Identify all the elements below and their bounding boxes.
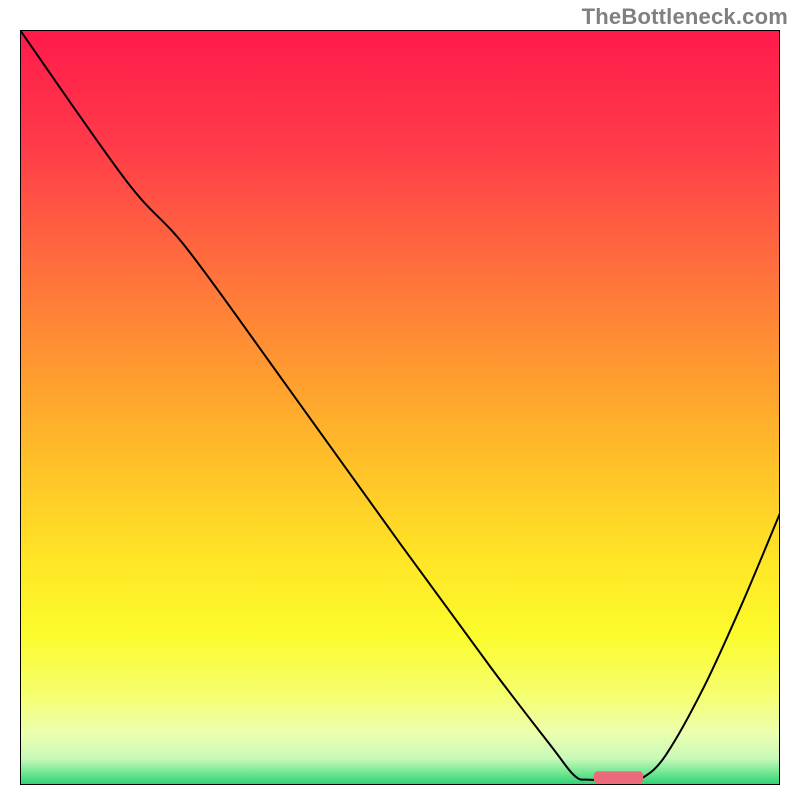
chart-svg bbox=[20, 30, 780, 785]
watermark-text: TheBottleneck.com bbox=[582, 4, 788, 30]
chart-area bbox=[20, 30, 780, 785]
optimal-marker bbox=[594, 771, 643, 783]
gradient-background bbox=[20, 30, 780, 785]
